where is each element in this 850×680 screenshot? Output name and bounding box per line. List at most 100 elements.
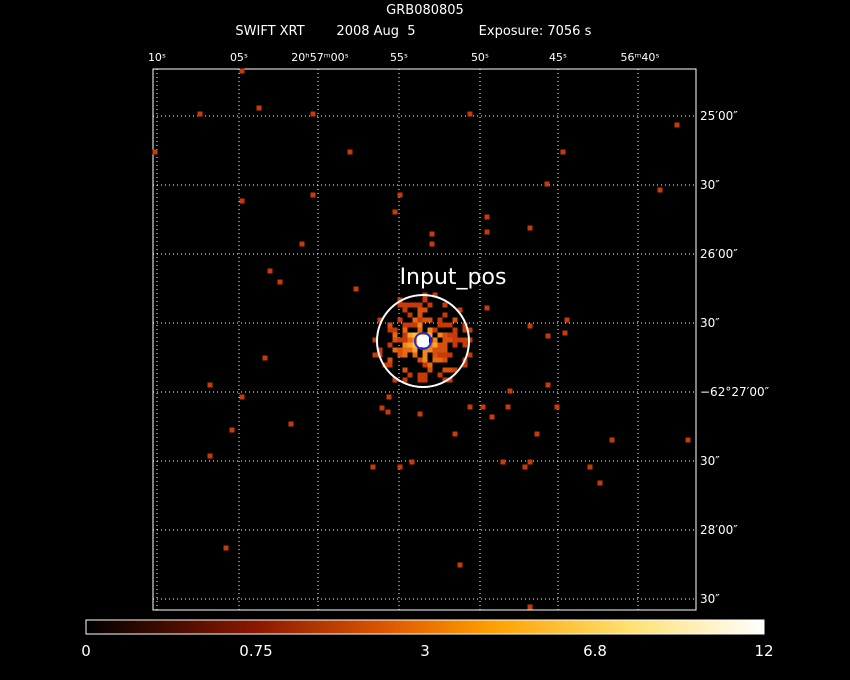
photon: [402, 342, 408, 348]
photon: [422, 297, 428, 303]
photon: [207, 382, 213, 388]
right-axis-label: 30″: [700, 316, 720, 330]
photon: [402, 322, 408, 328]
photon: [427, 332, 433, 338]
photon: [417, 322, 423, 328]
photon: [397, 317, 403, 323]
photon: [152, 149, 158, 155]
photon: [385, 409, 391, 415]
photon: [402, 377, 408, 383]
photon: [527, 459, 533, 465]
photon: [429, 231, 435, 237]
photon: [412, 352, 418, 358]
photon: [564, 317, 570, 323]
photon: [412, 302, 418, 308]
photon: [447, 332, 453, 338]
plot-frame: [152, 68, 697, 611]
photon: [412, 317, 418, 323]
photon: [412, 332, 418, 338]
colorbar-label: 6.8: [583, 642, 607, 660]
top-axis-label: 45ˢ: [549, 51, 567, 64]
top-axis-label: 56ᵐ40ˢ: [621, 51, 660, 64]
photon: [310, 192, 316, 198]
photon: [442, 322, 448, 328]
photon: [402, 337, 408, 343]
photon: [397, 302, 403, 308]
colorbar-label: 3: [420, 642, 430, 660]
photon: [489, 414, 495, 420]
photon: [442, 332, 448, 338]
photon: [597, 480, 603, 486]
photon: [223, 545, 229, 551]
photon: [277, 279, 283, 285]
photon: [657, 187, 663, 193]
photon: [402, 367, 408, 373]
photon-events: [152, 68, 691, 610]
right-axis-label: 26′00″: [700, 247, 738, 261]
photon: [442, 357, 448, 363]
photon: [422, 317, 428, 323]
photon: [267, 268, 273, 274]
photon: [417, 312, 423, 318]
photon: [397, 337, 403, 343]
photon: [407, 347, 413, 353]
right-axis-label: 30″: [700, 592, 720, 606]
photon: [480, 404, 486, 410]
photon: [207, 453, 213, 459]
photon: [427, 327, 433, 333]
right-axis-label: 30″: [700, 454, 720, 468]
instrument: SWIFT XRT: [235, 24, 304, 39]
photon: [452, 332, 458, 338]
photon: [407, 342, 413, 348]
photon: [353, 286, 359, 292]
labels: 10ˢ 05ˢ 20ʰ57ᵐ00ˢ 55ˢ 50ˢ 45ˢ 56ᵐ40ˢ 25′00″ 30″ 2…: [81, 51, 773, 660]
photon: [262, 355, 268, 361]
photon: [447, 352, 453, 358]
photon: [229, 427, 235, 433]
photon: [386, 394, 392, 400]
photon: [442, 342, 448, 348]
photon: [407, 332, 413, 338]
right-axis-label: 30″: [700, 178, 720, 192]
photon: [452, 327, 458, 333]
photon: [462, 327, 468, 333]
photon: [402, 352, 408, 358]
grid: [153, 69, 696, 610]
photon: [382, 362, 388, 368]
photon: [609, 437, 615, 443]
photon: [507, 388, 513, 394]
photon: [447, 367, 453, 373]
photon: [442, 337, 448, 343]
photon: [562, 330, 568, 336]
photon: [467, 111, 473, 117]
photon: [256, 105, 262, 111]
photon: [372, 352, 378, 358]
photon: [447, 322, 453, 328]
colorbar-label: 12: [754, 642, 773, 660]
photon: [417, 357, 423, 363]
photon: [370, 464, 376, 470]
photon: [372, 337, 378, 343]
right-axis-label: 25′00″: [700, 109, 738, 123]
exposure: Exposure: 7056 s: [479, 24, 592, 39]
photon: [427, 367, 433, 373]
photon: [442, 302, 448, 308]
photon: [377, 317, 383, 323]
photon: [397, 464, 403, 470]
photon: [387, 362, 393, 368]
photon: [422, 372, 428, 378]
photon: [560, 149, 566, 155]
photon: [484, 305, 490, 311]
photon: [392, 332, 398, 338]
colorbar: [85, 619, 765, 635]
photon: [437, 372, 443, 378]
photon: [392, 377, 398, 383]
photon: [417, 372, 423, 378]
photon: [387, 322, 393, 328]
photon: [522, 464, 528, 470]
photon: [402, 302, 408, 308]
photon: [392, 209, 398, 215]
photon: [407, 337, 413, 343]
photon: [437, 347, 443, 353]
photon: [392, 347, 398, 353]
